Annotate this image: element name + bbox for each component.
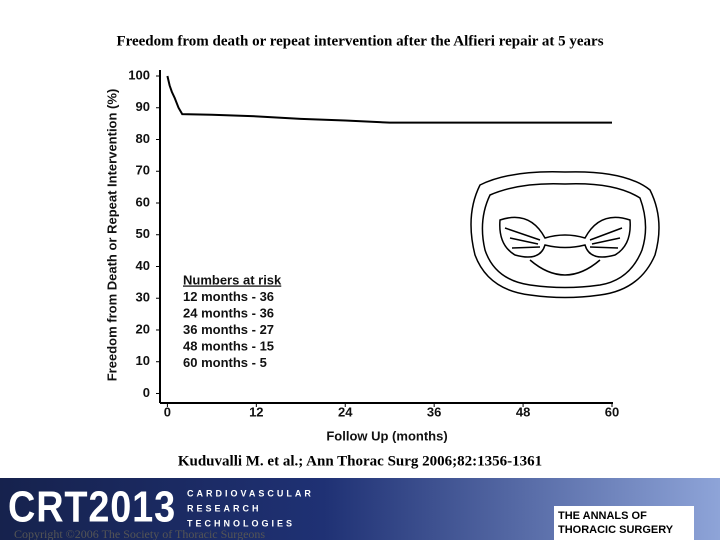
x-tick-label: 48 bbox=[516, 404, 530, 419]
y-tick-label: 60 bbox=[136, 194, 150, 209]
footer-line: CARDIOVASCULAR bbox=[187, 488, 314, 498]
copyright: Copyright ©2006 The Society of Thoracic … bbox=[14, 527, 265, 540]
x-tick-label: 60 bbox=[605, 404, 619, 419]
y-tick-label: 30 bbox=[136, 290, 150, 305]
x-tick-label: 24 bbox=[338, 404, 353, 419]
journal-name: THE ANNALS OF bbox=[558, 510, 647, 522]
y-tick-label: 90 bbox=[136, 99, 150, 114]
citation: Kuduvalli M. et al.; Ann Thorac Surg 200… bbox=[178, 453, 542, 469]
x-tick-label: 0 bbox=[164, 404, 171, 419]
risk-row: 12 months - 36 bbox=[183, 289, 274, 304]
y-tick-label: 20 bbox=[136, 321, 150, 336]
x-tick-label: 36 bbox=[427, 404, 441, 419]
chart-title: Freedom from death or repeat interventio… bbox=[116, 33, 603, 49]
y-tick-label: 10 bbox=[136, 353, 150, 368]
x-tick-label: 12 bbox=[249, 404, 263, 419]
journal-name: THORACIC SURGERY bbox=[558, 524, 674, 536]
risk-row: 60 months - 5 bbox=[183, 355, 267, 370]
footer-logo: CRT2013 bbox=[8, 483, 176, 532]
survival-curve bbox=[166, 75, 612, 124]
y-tick-label: 50 bbox=[136, 226, 150, 241]
risk-row: 48 months - 15 bbox=[183, 338, 274, 353]
y-tick-label: 0 bbox=[143, 385, 150, 400]
footer-line: RESEARCH bbox=[187, 503, 262, 513]
y-axis-label: Freedom from Death or Repeat Interventio… bbox=[104, 89, 119, 382]
journal-box bbox=[554, 506, 694, 540]
risk-row: 36 months - 27 bbox=[183, 322, 274, 337]
y-tick-label: 80 bbox=[136, 131, 150, 146]
valve-illustration bbox=[470, 171, 660, 299]
risk-header: Numbers at risk bbox=[183, 272, 282, 287]
risk-row: 24 months - 36 bbox=[183, 305, 274, 320]
footer-line: TECHNOLOGIES bbox=[187, 518, 295, 528]
y-tick-label: 40 bbox=[136, 258, 150, 273]
y-tick-label: 100 bbox=[128, 67, 150, 82]
y-tick-label: 70 bbox=[136, 163, 150, 178]
x-axis-label: Follow Up (months) bbox=[326, 428, 447, 443]
